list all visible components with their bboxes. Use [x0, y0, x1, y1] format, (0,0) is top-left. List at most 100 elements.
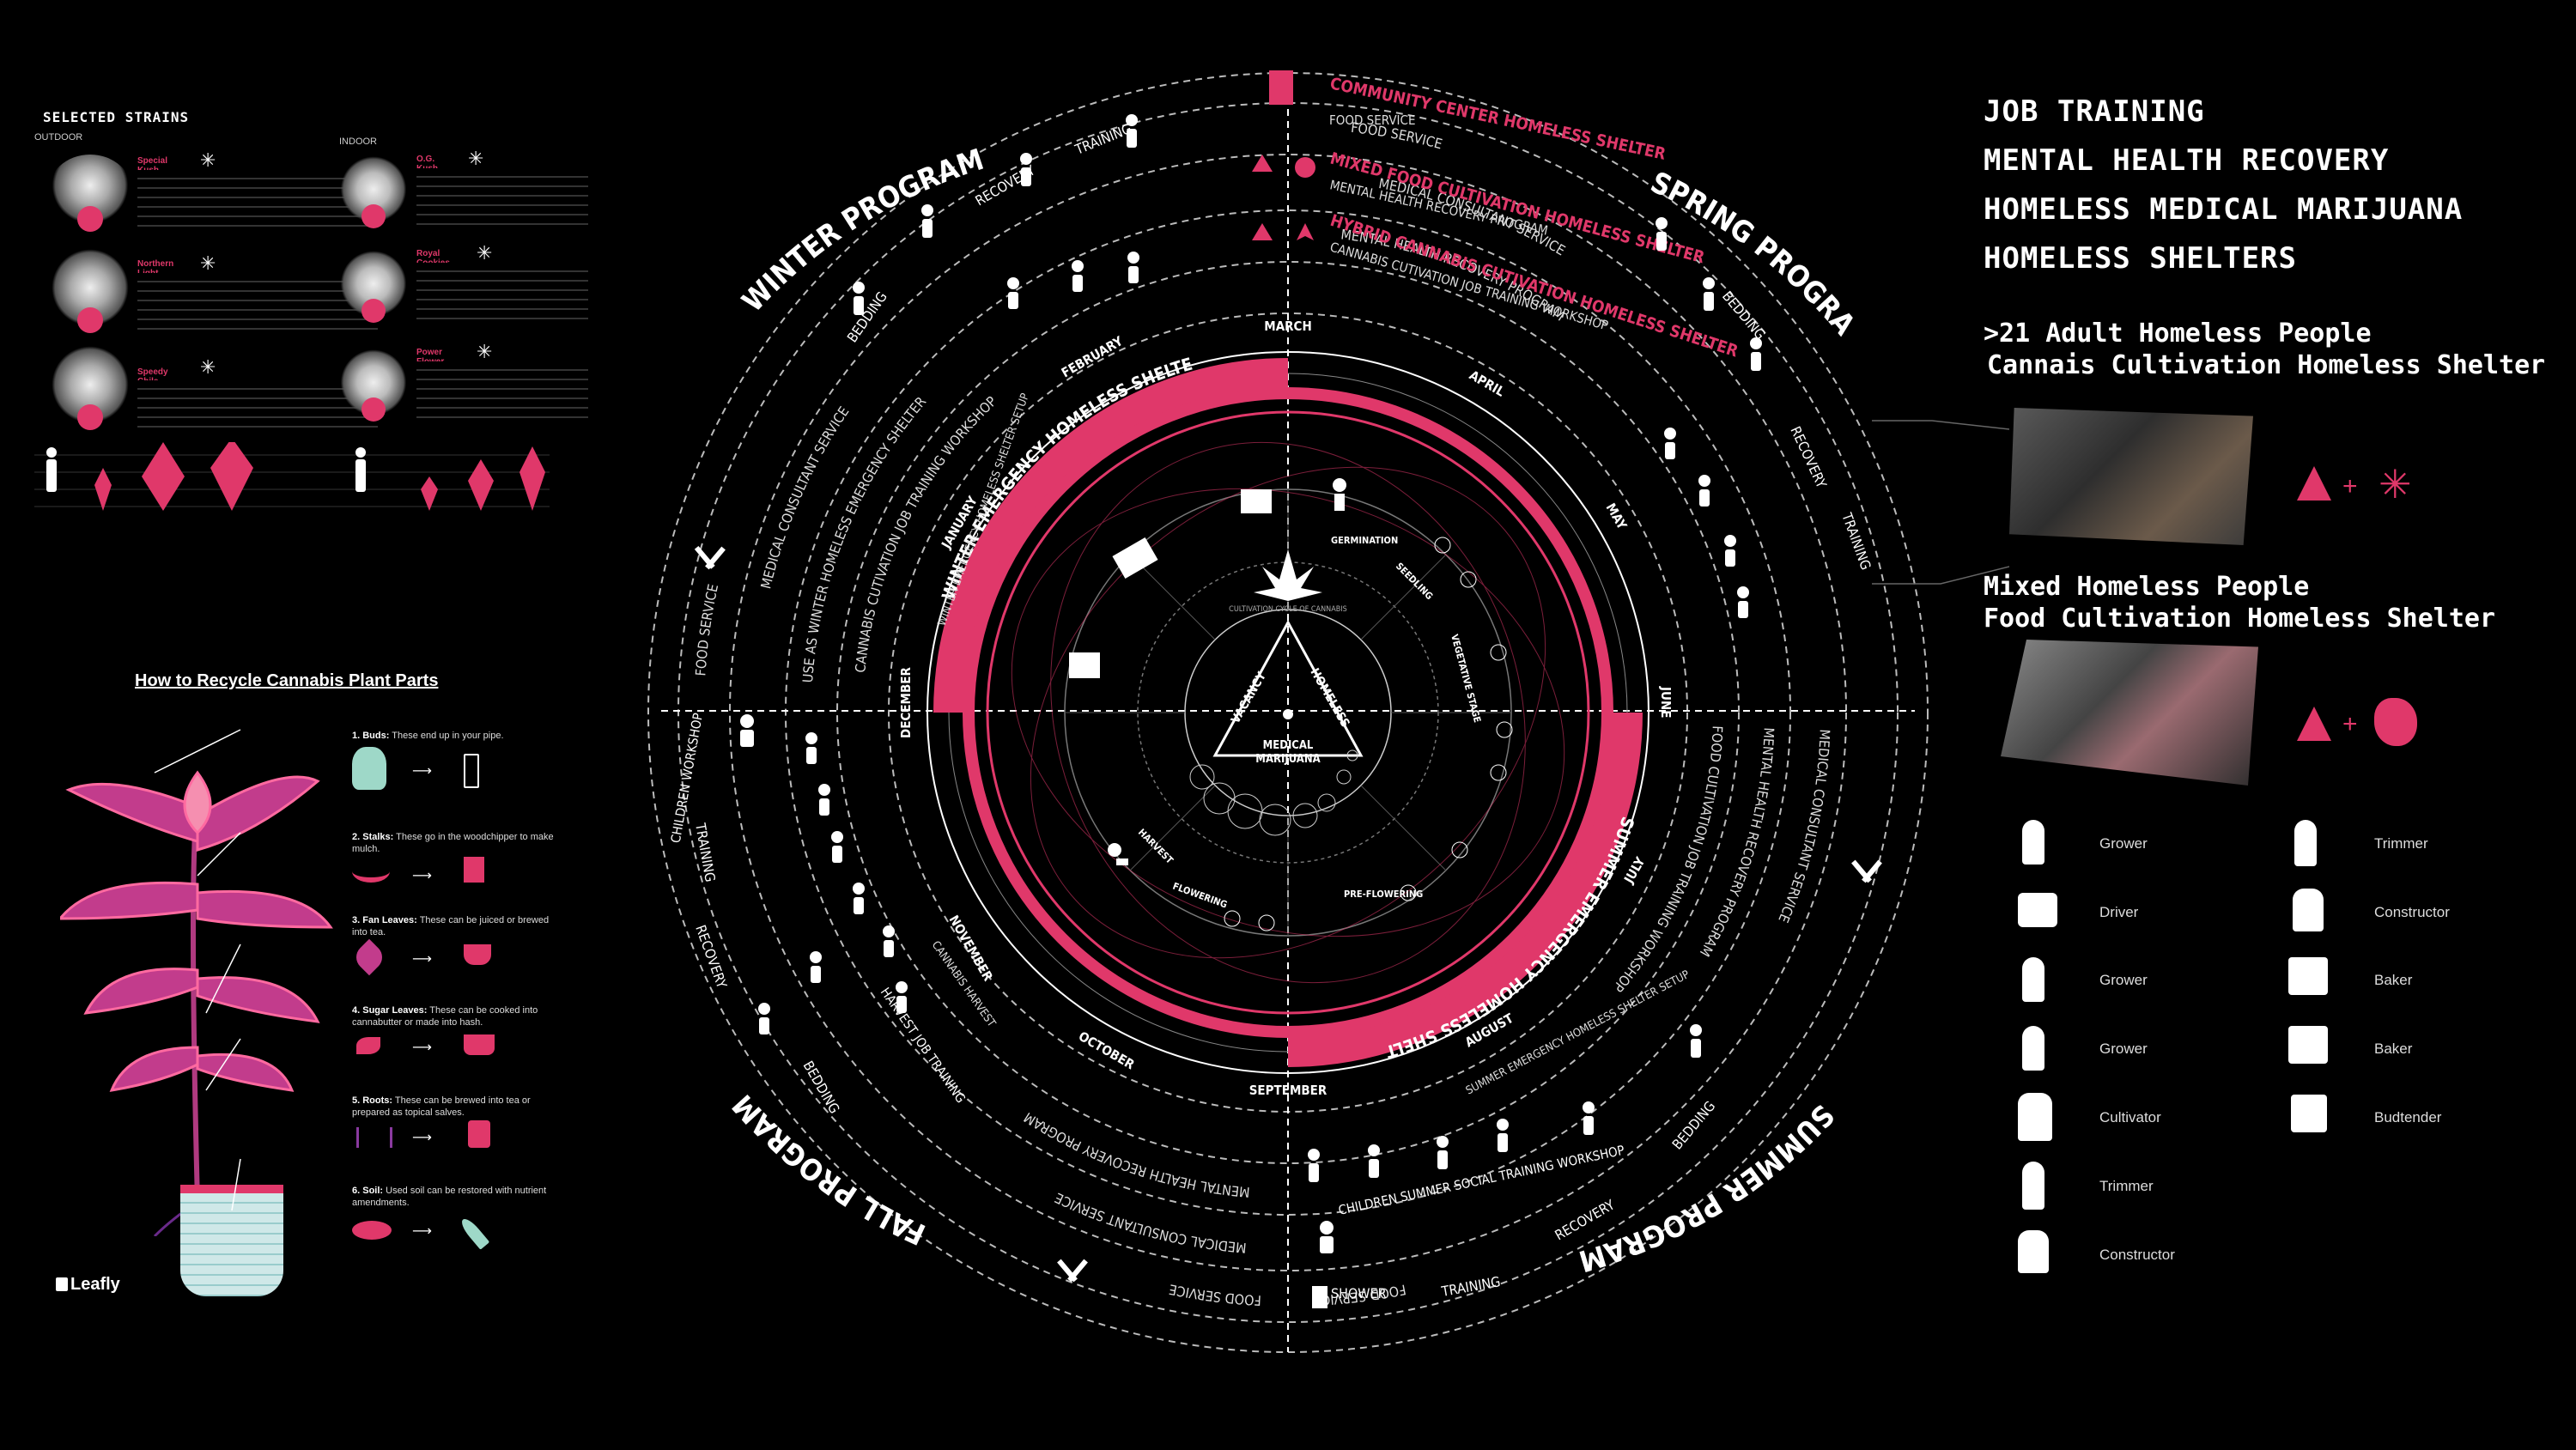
baker-icon: [2288, 1026, 2328, 1064]
strain-spec-bars: [416, 263, 588, 323]
cannabis-icon: [1297, 223, 1314, 240]
soil-icon: [352, 1221, 392, 1240]
plant-silhouette-icon: [94, 442, 545, 511]
role-label: Baker: [2374, 972, 2413, 988]
baker-icon: [2288, 957, 2328, 995]
recovery-label: RECOVERY: [692, 923, 730, 991]
training-label: TRAINING: [1439, 1273, 1501, 1300]
group1-line1: >21 Adult Homeless People: [1984, 319, 2372, 349]
recycle-item-label: 5. Roots:: [352, 1095, 393, 1106]
community-center-icon: [1269, 70, 1293, 105]
role-label: Grower: [2099, 1040, 2148, 1057]
recovery-label: RECOVERY: [1787, 424, 1830, 491]
month-marker-icons: [1224, 537, 1513, 931]
growth-stage-label: GERMINATION: [1331, 535, 1398, 546]
person-icon: [1308, 1149, 1320, 1182]
person-icon: [1007, 277, 1019, 309]
strain-spec-bars: [137, 380, 378, 432]
recycle-item-label: 2. Stalks:: [352, 832, 394, 842]
recycle-item: 4. Sugar Leaves: These can be cooked int…: [352, 1004, 558, 1055]
header-homeless-shelters: HOMELESS SHELTERS: [1984, 241, 2297, 276]
month-label: DECEMBER: [898, 667, 914, 738]
right-panel: JOB TRAINING MENTAL HEALTH RECOVERY HOME…: [1984, 90, 2567, 1378]
recycle-item: 1. Buds: These end up in your pipe. ⟶: [352, 730, 558, 790]
person-icon: [853, 883, 865, 914]
pipe-icon: [464, 754, 479, 788]
arrow-icon: ⟶: [412, 952, 432, 967]
center-vacancy: VACANCY: [1229, 669, 1270, 725]
month-label: JULY: [1620, 854, 1648, 887]
driver-icon: [2018, 893, 2057, 927]
summer-ring-path: SUMMER EMERGENCY HOMELESS SHELTER: [0, 0, 1638, 1063]
cultivator-icon: [2018, 1093, 2052, 1141]
group2-photo: [2001, 640, 2258, 786]
plus-icon: +: [2342, 710, 2358, 738]
person-icon: [1724, 535, 1736, 567]
person-icon: [1690, 1024, 1702, 1058]
bedding-label: BEDDING: [1669, 1098, 1719, 1153]
shower-label: SHOWER: [1331, 1285, 1387, 1301]
cannabis-plant-illustration: [60, 770, 333, 1236]
service-label: MEDICAL CONSULTANT SERVICE: [1052, 1190, 1247, 1257]
person-icon: [1020, 153, 1032, 186]
pot-icon: [180, 1185, 283, 1296]
bedding-label: BEDDING: [1719, 288, 1769, 343]
service-label: FOOD SERVICE: [692, 583, 721, 677]
person-icon: [1126, 114, 1138, 148]
strain-badge: [77, 206, 103, 232]
outdoor-label: OUTDOOR: [34, 132, 83, 143]
mixed-shelter-label: MIXED FOOD CULTIVATION HOMELESS SHELTER: [1328, 149, 1707, 268]
group1-line2: Cannais Cultivation Homeless Shelter: [1987, 350, 2546, 380]
constructor-icon: [2293, 889, 2324, 931]
person-icon: [1320, 1221, 1334, 1253]
month-label: JUNE: [1658, 686, 1674, 719]
role-label: Grower: [2099, 972, 2148, 988]
role-label: Cultivator: [2099, 1109, 2161, 1125]
fork-knife-icon: [1851, 859, 1882, 883]
recycle-item-label: 3. Fan Leaves:: [352, 915, 417, 925]
leaf-icon: ✳: [200, 356, 216, 378]
arrow-icon: ⟶: [412, 1131, 432, 1145]
leafly-logo: Leafly: [56, 1275, 120, 1295]
strain-spec-bars: [416, 361, 588, 422]
center-marijuana: MARIJUANA: [1255, 753, 1320, 766]
grower-icon: [1333, 478, 1346, 511]
cannabis-leaf-icon: ✳: [2379, 462, 2412, 507]
arrow-icon: ⟶: [412, 764, 432, 779]
person-icon: [853, 282, 865, 315]
tent-icon: [2297, 466, 2331, 501]
truck-icon: [1112, 537, 1158, 579]
growth-stage-label: SEEDLING: [1394, 561, 1435, 602]
summer-medical-service: MEDICAL CONSULTANT SERVICE: [1775, 729, 1832, 925]
winter-food-service: FOOD SERVICE: [692, 583, 721, 677]
summer-program-path: SUMMER PROGRAM: [1575, 1097, 1840, 1277]
growth-stage-label: FLOWERING: [1171, 881, 1229, 911]
arrow-icon: ⟶: [412, 1224, 432, 1239]
trimmer-icon: [1108, 843, 1128, 865]
arrow-icon: ⟶: [412, 869, 432, 883]
person-icon: [1698, 475, 1710, 507]
training-label: TRAINING: [1072, 120, 1133, 158]
person-icon: [810, 951, 822, 983]
month-label: MAY: [1603, 501, 1631, 532]
person-icon: [1368, 1144, 1380, 1178]
person-icon: [805, 732, 817, 764]
bedding-label: BEDDING: [800, 1059, 843, 1117]
center-medical: MEDICAL: [1263, 739, 1314, 752]
fall-mental-program: MENTAL HEALTH RECOVERY PROGRAM: [1021, 1109, 1250, 1200]
strain-badge: [77, 404, 103, 430]
cannabis-leaf-icon: [1254, 549, 1322, 601]
strain-spec-bars: [137, 273, 378, 333]
trimmer-icon: [2022, 1162, 2044, 1210]
bedding-label: BEDDING: [844, 288, 890, 345]
budtender-icon: [2291, 1095, 2327, 1132]
month-label: SEPTEMBER: [1249, 1083, 1327, 1098]
recycle-item: 2. Stalks: These go in the woodchipper t…: [352, 831, 558, 883]
leaf-icon: ✳: [477, 242, 493, 264]
strain-badge: [361, 397, 386, 422]
group1-photo: [2009, 408, 2253, 545]
stalk-icon: [352, 860, 390, 883]
summer-program-title: SUMMER PROGRAM: [1575, 1097, 1840, 1277]
leaf-icon: ✳: [200, 252, 216, 274]
